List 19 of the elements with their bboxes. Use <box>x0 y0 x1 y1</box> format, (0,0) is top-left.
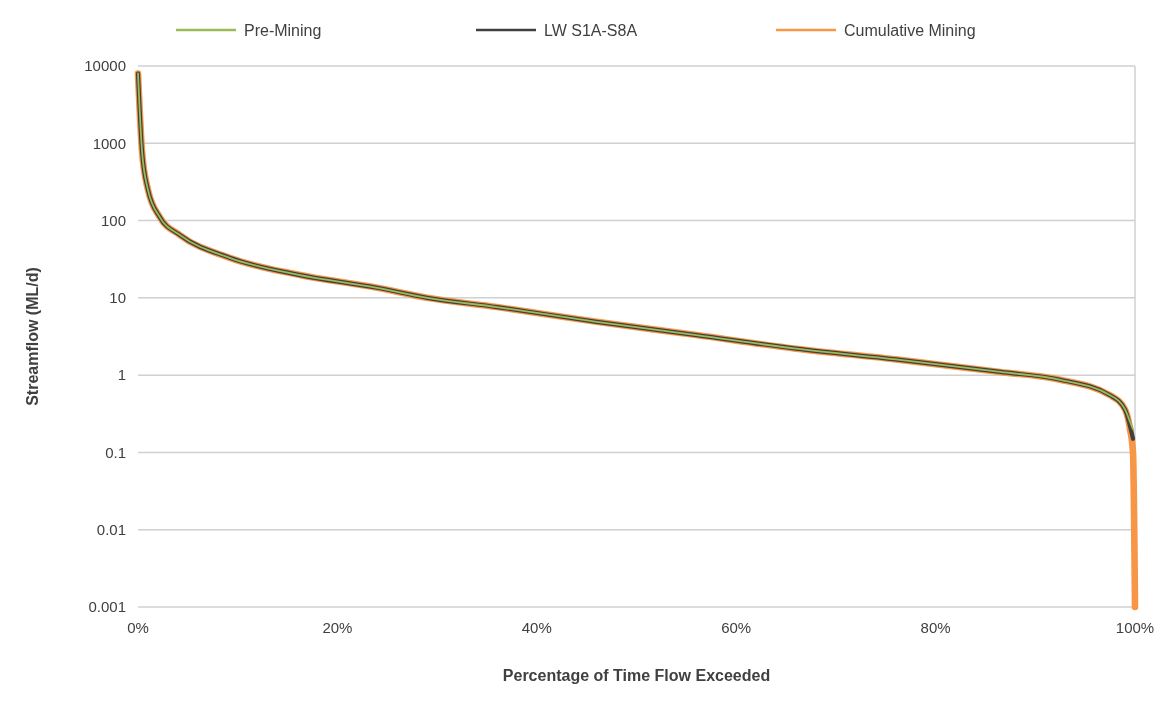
x-tick-label: 100% <box>1115 619 1155 636</box>
y-tick-label: 1000 <box>92 134 126 152</box>
y-tick-label: 0.01 <box>96 520 126 538</box>
legend-label: Cumulative Mining <box>844 21 976 39</box>
x-tick-label: 40% <box>521 619 552 636</box>
y-tick-label: 10 <box>109 289 126 307</box>
x-tick-label: 0% <box>127 619 149 636</box>
x-tick-label: 60% <box>721 619 752 636</box>
x-axis-title: Percentage of Time Flow Exceeded <box>502 667 771 684</box>
x-tick-label: 20% <box>322 619 353 636</box>
y-tick-label: 0.001 <box>88 598 126 616</box>
y-tick-label: 1 <box>117 366 126 384</box>
y-tick-label: 100 <box>100 211 126 229</box>
y-tick-label: 10000 <box>84 57 126 75</box>
y-axis-title: Streamflow (ML/d) <box>24 267 41 406</box>
x-tick-label: 80% <box>920 619 951 636</box>
y-tick-label: 0.1 <box>105 443 126 461</box>
legend-label: LW S1A-S8A <box>544 21 638 39</box>
legend-label: Pre-Mining <box>244 21 322 39</box>
